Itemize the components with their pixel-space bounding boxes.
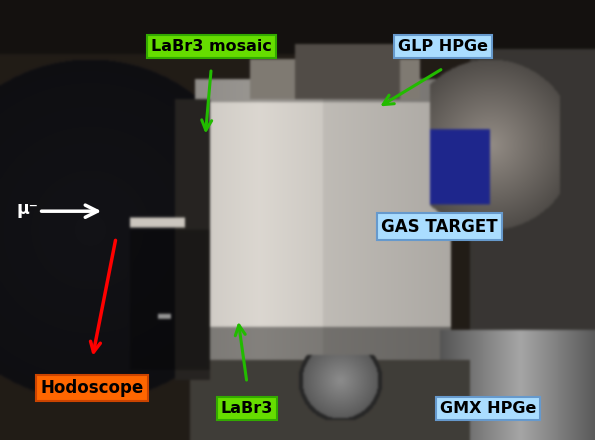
Text: GAS TARGET: GAS TARGET (381, 218, 497, 235)
Text: GLP HPGe: GLP HPGe (398, 39, 488, 54)
Text: Hodoscope: Hodoscope (40, 379, 144, 397)
Text: μ⁻: μ⁻ (17, 200, 39, 218)
Text: LaBr3: LaBr3 (221, 401, 273, 416)
Text: GMX HPGe: GMX HPGe (440, 401, 536, 416)
Text: LaBr3 mosaic: LaBr3 mosaic (151, 39, 272, 54)
